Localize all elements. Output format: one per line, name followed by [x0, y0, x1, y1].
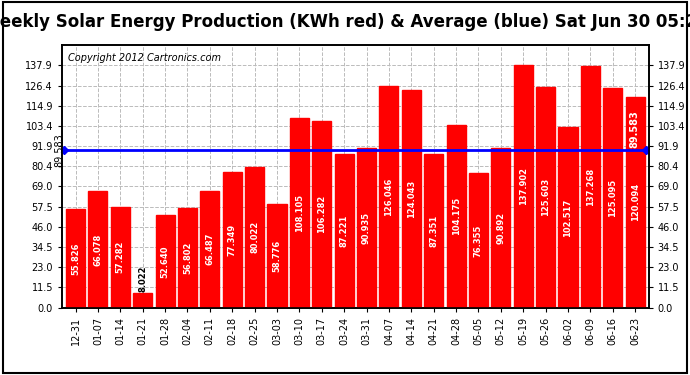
- Text: 106.282: 106.282: [317, 195, 326, 233]
- Text: 56.802: 56.802: [183, 242, 192, 274]
- Bar: [245, 167, 264, 308]
- Bar: [402, 90, 421, 308]
- Text: 89.583: 89.583: [55, 134, 64, 167]
- Text: 90.892: 90.892: [496, 211, 505, 244]
- Text: 52.640: 52.640: [161, 245, 170, 278]
- Bar: [133, 293, 152, 308]
- Text: 126.046: 126.046: [384, 178, 393, 216]
- Text: 124.043: 124.043: [407, 180, 416, 218]
- Text: 8.022: 8.022: [138, 265, 147, 292]
- Bar: [223, 172, 241, 308]
- Bar: [424, 154, 443, 308]
- Text: 102.517: 102.517: [564, 198, 573, 237]
- Text: 87.351: 87.351: [429, 214, 438, 247]
- Bar: [268, 204, 286, 308]
- Text: 137.268: 137.268: [586, 168, 595, 206]
- Bar: [155, 215, 175, 308]
- Bar: [536, 87, 555, 308]
- Bar: [514, 65, 533, 308]
- Text: 108.105: 108.105: [295, 194, 304, 232]
- Text: 66.078: 66.078: [93, 233, 102, 266]
- Bar: [626, 97, 644, 308]
- Text: 57.282: 57.282: [116, 241, 125, 273]
- Text: 120.094: 120.094: [631, 183, 640, 221]
- Bar: [313, 121, 331, 308]
- Bar: [558, 128, 578, 308]
- Text: Weekly Solar Energy Production (KWh red) & Average (blue) Sat Jun 30 05:27: Weekly Solar Energy Production (KWh red)…: [0, 13, 690, 31]
- Bar: [491, 148, 511, 308]
- Text: 89.583: 89.583: [629, 110, 639, 148]
- Bar: [469, 173, 488, 308]
- Text: 87.221: 87.221: [339, 215, 348, 247]
- Bar: [66, 210, 85, 308]
- Bar: [111, 207, 130, 308]
- Bar: [88, 192, 108, 308]
- Text: 66.487: 66.487: [206, 233, 215, 266]
- Bar: [446, 124, 466, 308]
- Bar: [581, 66, 600, 308]
- Text: 125.095: 125.095: [609, 178, 618, 217]
- Bar: [603, 88, 622, 308]
- Text: 104.175: 104.175: [451, 197, 461, 235]
- Bar: [200, 191, 219, 308]
- Text: 90.935: 90.935: [362, 211, 371, 244]
- Text: 76.355: 76.355: [474, 224, 483, 256]
- Text: 80.022: 80.022: [250, 221, 259, 254]
- Text: 58.776: 58.776: [273, 240, 282, 272]
- Bar: [357, 148, 376, 308]
- Text: Copyright 2012 Cartronics.com: Copyright 2012 Cartronics.com: [68, 53, 221, 63]
- Bar: [380, 86, 398, 308]
- Text: 77.349: 77.349: [228, 224, 237, 256]
- Bar: [290, 118, 309, 308]
- Text: 55.826: 55.826: [71, 242, 80, 275]
- Text: 125.603: 125.603: [541, 178, 550, 216]
- Text: 137.902: 137.902: [519, 167, 528, 206]
- Bar: [335, 154, 354, 308]
- Bar: [178, 208, 197, 308]
